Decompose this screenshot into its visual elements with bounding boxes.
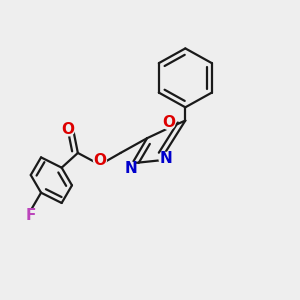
Text: O: O	[93, 152, 106, 167]
Text: F: F	[26, 208, 36, 223]
Text: O: O	[61, 122, 75, 137]
Text: O: O	[162, 116, 175, 130]
Circle shape	[24, 209, 37, 222]
Text: N: N	[124, 161, 137, 176]
Circle shape	[159, 152, 172, 165]
Circle shape	[162, 116, 175, 129]
Circle shape	[124, 162, 137, 175]
Circle shape	[62, 123, 75, 136]
Circle shape	[94, 154, 106, 166]
Text: N: N	[159, 151, 172, 166]
